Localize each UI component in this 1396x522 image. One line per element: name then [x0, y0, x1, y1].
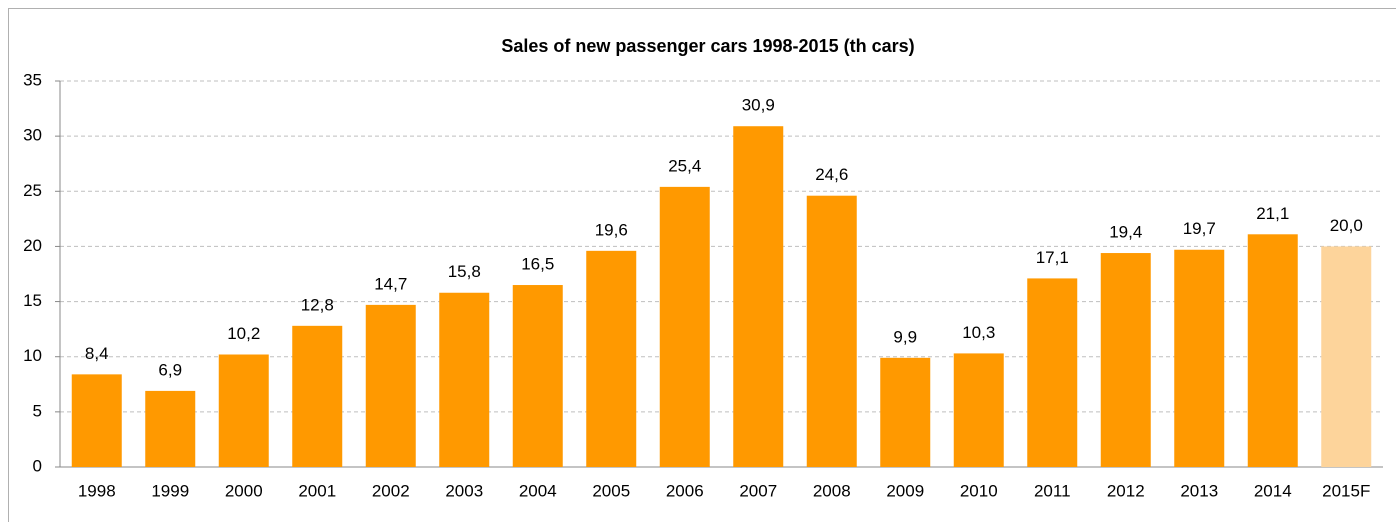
y-tick-label: 25: [23, 181, 42, 200]
bar: [365, 304, 416, 467]
data-label: 19,7: [1183, 219, 1216, 238]
x-tick-label: 2007: [739, 481, 777, 500]
bar: [586, 250, 637, 467]
x-tick-label: 2012: [1107, 481, 1145, 500]
data-label: 19,6: [595, 220, 628, 239]
x-tick-label: 2011: [1034, 481, 1071, 500]
bar: [806, 195, 857, 467]
data-label: 8,4: [85, 344, 109, 363]
x-tick-label: 2015F: [1322, 481, 1370, 500]
data-label: 9,9: [893, 327, 917, 346]
bar: [218, 354, 269, 467]
data-label: 21,1: [1256, 204, 1289, 223]
data-label: 10,2: [227, 324, 260, 343]
x-tick-label: 2004: [519, 481, 557, 500]
y-tick-label: 0: [33, 456, 42, 475]
bar: [953, 353, 1004, 467]
data-label: 25,4: [668, 156, 701, 175]
data-label: 6,9: [158, 360, 182, 379]
x-tick-label: 2002: [372, 481, 410, 500]
bar: [733, 126, 784, 468]
x-tick-label: 2013: [1180, 481, 1218, 500]
y-tick-label: 35: [23, 70, 42, 89]
y-tick-label: 5: [33, 401, 42, 420]
bar: [439, 292, 490, 467]
y-tick-label: 20: [23, 236, 42, 255]
bar: [71, 374, 122, 467]
x-tick-label: 1998: [78, 481, 116, 500]
data-label: 17,1: [1036, 248, 1069, 267]
bar: [1174, 249, 1225, 467]
x-tick-label: 2009: [886, 481, 924, 500]
data-label: 16,5: [521, 255, 554, 274]
y-tick-label: 30: [23, 126, 42, 145]
bar: [1321, 246, 1372, 467]
chart-title: Sales of new passenger cars 1998-2015 (t…: [501, 36, 914, 56]
bar: [1100, 253, 1151, 467]
x-tick-label: 2014: [1254, 481, 1292, 500]
data-label: 14,7: [374, 274, 407, 293]
x-tick-label: 1999: [151, 481, 189, 500]
x-tick-label: 2001: [298, 481, 336, 500]
bar: [145, 390, 196, 467]
chart-border: [8, 8, 1396, 522]
data-label: 20,0: [1330, 216, 1363, 235]
bar: [1027, 278, 1078, 467]
bar: [880, 357, 931, 467]
y-tick-label: 15: [23, 291, 42, 310]
data-label: 30,9: [742, 96, 775, 115]
x-tick-label: 2006: [666, 481, 704, 500]
x-tick-label: 2003: [445, 481, 483, 500]
data-label: 15,8: [448, 262, 481, 281]
y-tick-label: 10: [23, 346, 42, 365]
data-label: 10,3: [962, 323, 995, 342]
bar: [1247, 234, 1298, 467]
data-label: 19,4: [1109, 223, 1142, 242]
data-label: 24,6: [815, 165, 848, 184]
bar: [292, 325, 343, 467]
bar: [659, 186, 710, 468]
x-tick-label: 2010: [960, 481, 998, 500]
x-tick-label: 2000: [225, 481, 263, 500]
x-tick-label: 2005: [592, 481, 630, 500]
x-tick-label: 2008: [813, 481, 851, 500]
bar: [512, 285, 563, 467]
data-label: 12,8: [301, 295, 334, 314]
